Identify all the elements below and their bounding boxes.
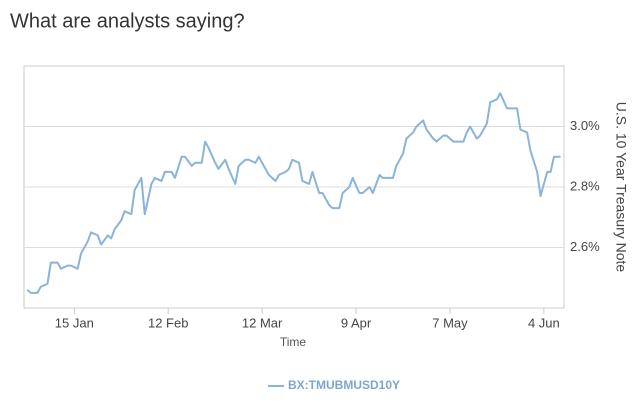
x-tick-label: 4 Jun: [528, 315, 560, 330]
x-tick-label: 12 Feb: [148, 315, 188, 330]
y-tick-label: 2.6%: [570, 239, 600, 254]
x-axis-title: Time: [280, 335, 307, 349]
chart-title: What are analysts saying?: [10, 10, 245, 32]
y-tick-label: 3.0%: [570, 118, 600, 133]
x-tick-label: 15 Jan: [55, 315, 94, 330]
y-axis-title: U.S. 10 Year Treasury Note: [613, 102, 629, 273]
series-line: [26, 92, 561, 294]
x-tick-label: 7 May: [432, 315, 468, 330]
x-tick-label: 12 Mar: [242, 315, 283, 330]
x-tick-label: 9 Apr: [341, 315, 372, 330]
legend-label: BX:TMUBMUSD10Y: [288, 378, 400, 392]
y-tick-label: 2.8%: [570, 178, 600, 193]
